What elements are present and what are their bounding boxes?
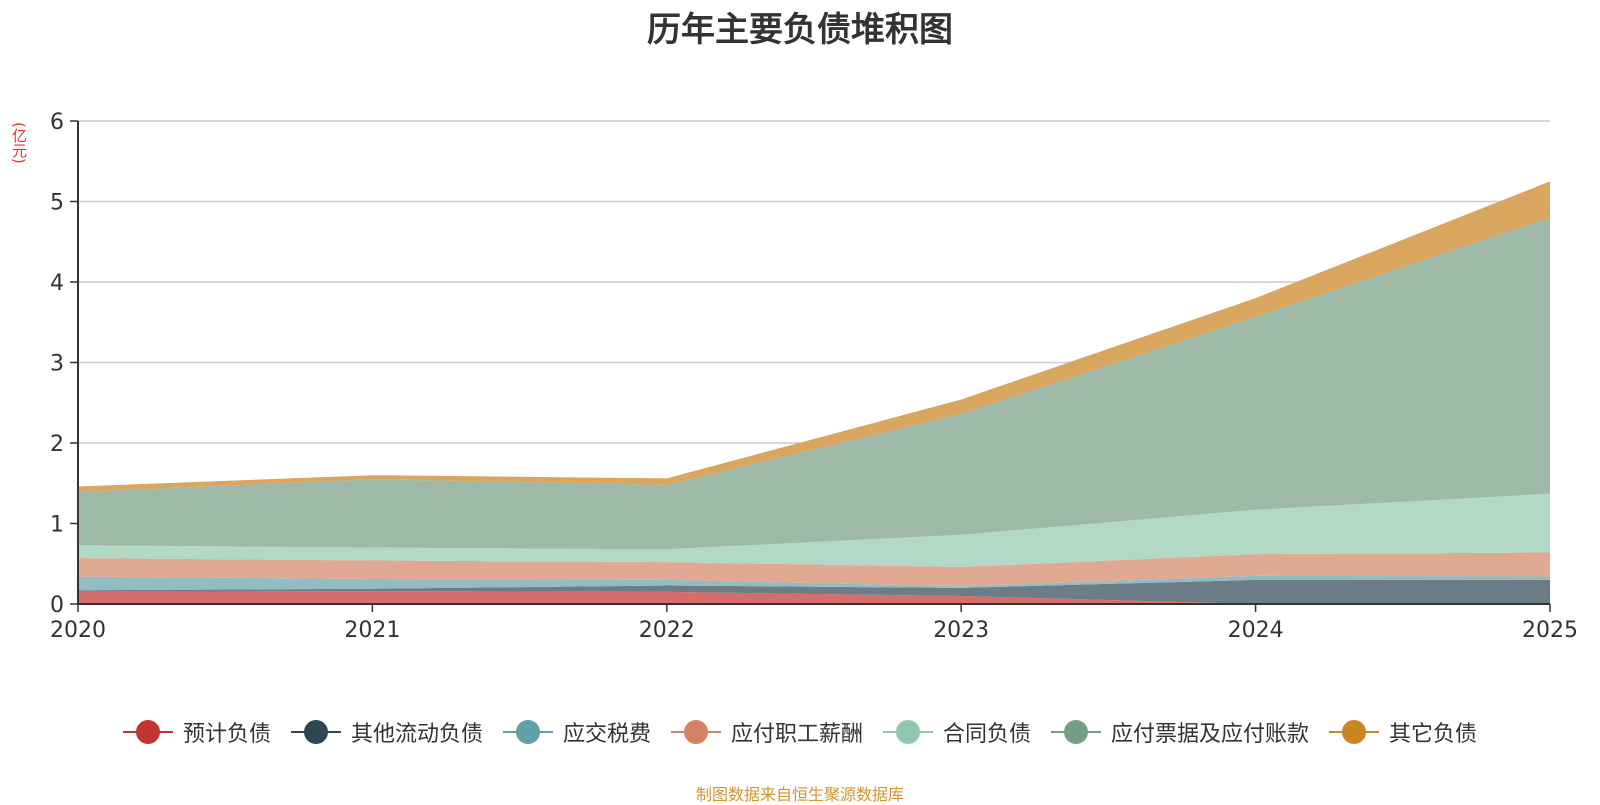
chart-title: 历年主要负债堆积图 [647, 10, 953, 50]
legend-marker-icon [1329, 719, 1380, 745]
legend-marker-icon [502, 719, 553, 745]
legend-label: 预计负债 [182, 722, 271, 747]
area-series [78, 493, 1550, 567]
area-series [78, 217, 1550, 550]
y-axis-unit: (亿元) [10, 122, 28, 164]
legend-label: 应交税费 [562, 722, 651, 747]
area-series [78, 579, 1550, 604]
area-layer [78, 181, 1550, 604]
legend-marker-icon [883, 719, 933, 745]
x-tick-label: 2021 [344, 618, 400, 643]
x-tick-label: 2023 [933, 618, 989, 643]
y-tick-label: 6 [50, 110, 64, 135]
stacked-area-chart: 0 1 2 3 4 5 6 2020 2021 2022 2023 2024 2025 [50, 110, 1578, 643]
y-tick-label: 0 [50, 593, 64, 618]
y-tick-label: 1 [50, 513, 64, 538]
x-tick-label: 2022 [639, 618, 695, 643]
y-tick-label: 5 [50, 191, 64, 216]
x-tick-label: 2024 [1228, 618, 1284, 643]
legend-item[interactable]: 应付职工薪酬 [670, 716, 863, 748]
legend-item[interactable]: 应付票据及应付账款 [1051, 716, 1309, 748]
legend-label: 应付票据及应付账款 [1111, 722, 1310, 747]
y-tick-label: 2 [50, 432, 64, 457]
area-series [78, 552, 1550, 587]
legend-label: 合同负债 [943, 722, 1032, 747]
y-tick-label: 4 [50, 271, 64, 296]
x-tick-label: 2020 [50, 618, 106, 643]
legend-item[interactable]: 应交税费 [502, 716, 651, 748]
legend-marker-icon [1051, 719, 1102, 745]
legend-marker-icon [122, 719, 173, 745]
x-tick-label: 2025 [1522, 618, 1578, 643]
legend-label: 其它负债 [1389, 722, 1478, 747]
source-note: 制图数据来自恒生聚源数据库 [695, 785, 904, 804]
legend-label: 应付职工薪酬 [730, 722, 863, 747]
y-tick-label: 3 [50, 352, 64, 377]
axes: 0 1 2 3 4 5 6 2020 2021 2022 2023 2024 2025 [50, 110, 1578, 643]
legend-item[interactable]: 其它负债 [1329, 716, 1477, 748]
legend-item[interactable]: 预计负债 [122, 716, 271, 748]
area-series [78, 591, 1550, 604]
legend-item[interactable]: 其他流动负债 [290, 716, 483, 748]
legend-marker-icon [290, 719, 341, 745]
area-series [78, 575, 1550, 591]
legend-marker-icon [670, 719, 721, 745]
legend: 预计负债 其他流动负债 应交税费 应付职工薪酬 合同负债 应付票据及应付账款 其它负债 [0, 716, 1600, 748]
legend-label: 其他流动负债 [350, 722, 483, 747]
legend-item[interactable]: 合同负债 [883, 716, 1031, 748]
